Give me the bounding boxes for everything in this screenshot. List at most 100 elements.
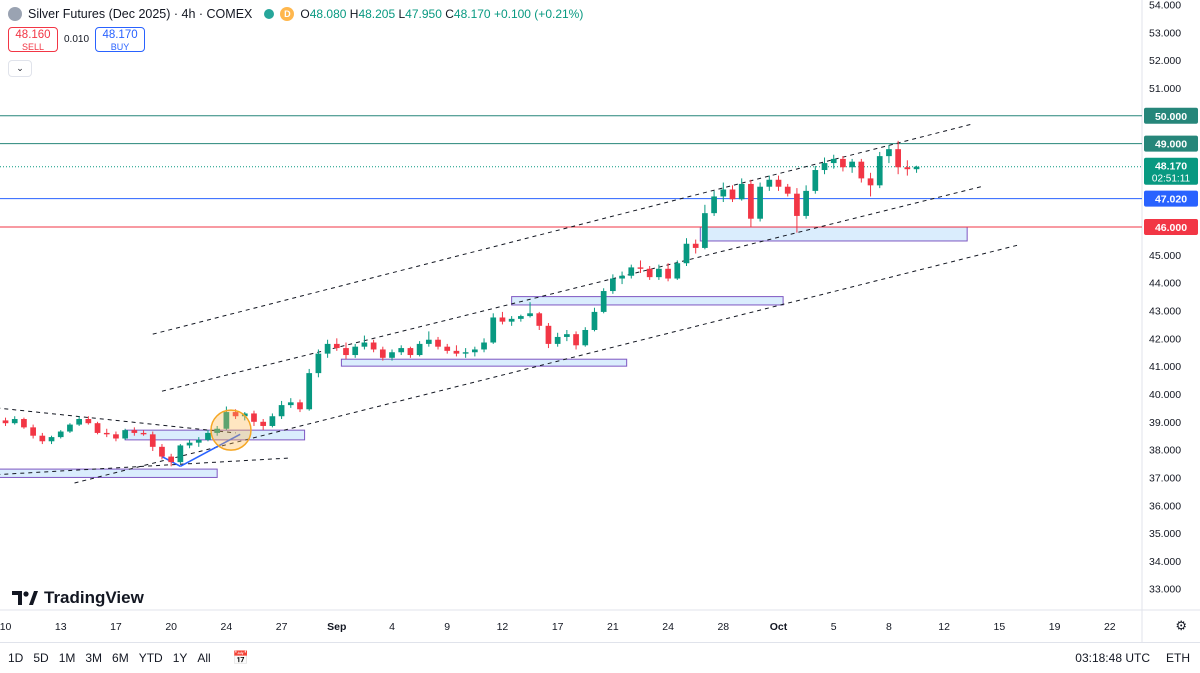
candle-body <box>600 291 607 312</box>
y-tick-label: 37.000 <box>1149 472 1181 484</box>
range-1d[interactable]: 1D <box>8 651 24 665</box>
candle-body <box>389 352 395 358</box>
candle <box>11 416 18 425</box>
candle-body <box>858 161 865 179</box>
candle <box>840 156 846 172</box>
candle <box>195 437 202 447</box>
candle <box>416 341 423 357</box>
candle <box>361 335 368 350</box>
candle-body <box>21 419 27 428</box>
price-line-tag <box>1144 135 1198 152</box>
bottom-toolbar: 1D 5D 1M 3M 6M YTD 1Y All 📅 03:18:48 UTC… <box>0 642 1200 673</box>
candle-body <box>39 435 46 442</box>
candle-body <box>610 278 616 292</box>
candle-body <box>462 352 469 354</box>
range-3m[interactable]: 3M <box>85 651 103 665</box>
candle-body <box>830 158 837 164</box>
y-tick-label: 34.000 <box>1149 556 1181 568</box>
range-6m[interactable]: 6M <box>112 651 129 665</box>
session-toggle[interactable]: ETH <box>1166 651 1190 665</box>
tradingview-logo: TradingView <box>12 588 144 608</box>
candle-body <box>297 402 303 410</box>
candle <box>619 271 625 285</box>
candle-body <box>278 405 285 417</box>
high-value: 48.205 <box>358 7 396 21</box>
candle <box>757 182 763 222</box>
open-value: 48.080 <box>309 7 347 21</box>
candle-body <box>702 213 708 248</box>
candle <box>333 338 340 351</box>
price-chart[interactable]: 33.000 34.000 35.000 36.000 37.000 38.000 39.0… <box>0 0 1200 642</box>
range-1m[interactable]: 1M <box>58 651 76 665</box>
symbol-title[interactable]: Silver Futures (Dec 2025) · 4h · COMEX <box>28 7 253 21</box>
price-line-tag <box>1144 190 1198 207</box>
y-tick-label: 41.000 <box>1149 361 1181 373</box>
candle <box>748 179 754 228</box>
candle-body <box>886 149 892 157</box>
x-tick-label: 15 <box>994 621 1006 633</box>
range-ytd[interactable]: YTD <box>138 651 163 665</box>
high-label: H <box>349 7 359 21</box>
candle <box>830 154 837 169</box>
candle <box>702 204 708 250</box>
range-all[interactable]: All <box>197 651 211 665</box>
close-value: 48.170 <box>453 7 491 21</box>
candle <box>407 346 414 358</box>
candle-body <box>720 189 727 197</box>
range-1y[interactable]: 1Y <box>172 651 188 665</box>
calendar-icon[interactable]: 📅 <box>232 650 249 665</box>
candle <box>527 302 533 318</box>
candle <box>379 346 386 361</box>
candle <box>30 424 36 439</box>
candle <box>610 274 616 294</box>
candle <box>435 336 441 350</box>
candle <box>251 410 257 426</box>
candle <box>306 368 313 411</box>
candle-body <box>766 179 773 187</box>
candle <box>876 151 883 189</box>
range-5d[interactable]: 5D <box>33 651 49 665</box>
settings-gear-icon[interactable]: ⚙ <box>1175 618 1187 633</box>
candle-body <box>324 343 331 354</box>
x-tick-label: 17 <box>552 621 564 633</box>
channel-trendline <box>0 407 236 434</box>
candle <box>471 346 478 357</box>
candle-body <box>214 428 221 433</box>
candle <box>775 175 782 191</box>
candle-body <box>343 348 349 356</box>
x-tick-label: 24 <box>662 621 674 633</box>
channel-trendline <box>74 244 1018 484</box>
utc-clock[interactable]: 03:18:48 UTC <box>1075 651 1150 665</box>
candle-body <box>573 334 579 346</box>
candle <box>297 399 303 413</box>
sell-price: 48.160 <box>15 29 51 41</box>
sell-button[interactable]: 48.160 SELL <box>8 27 58 52</box>
y-tick-label: 42.000 <box>1149 333 1181 345</box>
candle-body <box>251 413 257 422</box>
candle-body <box>287 402 294 406</box>
x-tick-label: 24 <box>221 621 233 633</box>
candle <box>499 311 506 325</box>
candle-body <box>435 339 441 347</box>
candle <box>683 238 690 267</box>
open-label: O <box>300 7 310 21</box>
candle-body <box>775 179 782 187</box>
candle <box>692 239 699 254</box>
candle-body <box>11 419 18 424</box>
candle <box>481 338 487 353</box>
buy-button[interactable]: 48.170 BUY <box>95 27 146 52</box>
candle-body <box>103 432 110 435</box>
price-line-label: 47.020 <box>1155 194 1187 206</box>
candle <box>711 190 717 216</box>
candle <box>85 416 92 425</box>
candle-body <box>849 161 855 168</box>
candle <box>536 311 543 330</box>
candle <box>895 140 901 175</box>
candle-body <box>536 313 543 326</box>
candle-body <box>821 163 828 171</box>
candle-body <box>803 190 809 216</box>
candle-body <box>876 156 883 186</box>
candle-body <box>729 189 736 200</box>
collapse-legend-button[interactable]: ⌄ <box>8 60 32 77</box>
y-tick-label: 44.000 <box>1149 278 1181 290</box>
